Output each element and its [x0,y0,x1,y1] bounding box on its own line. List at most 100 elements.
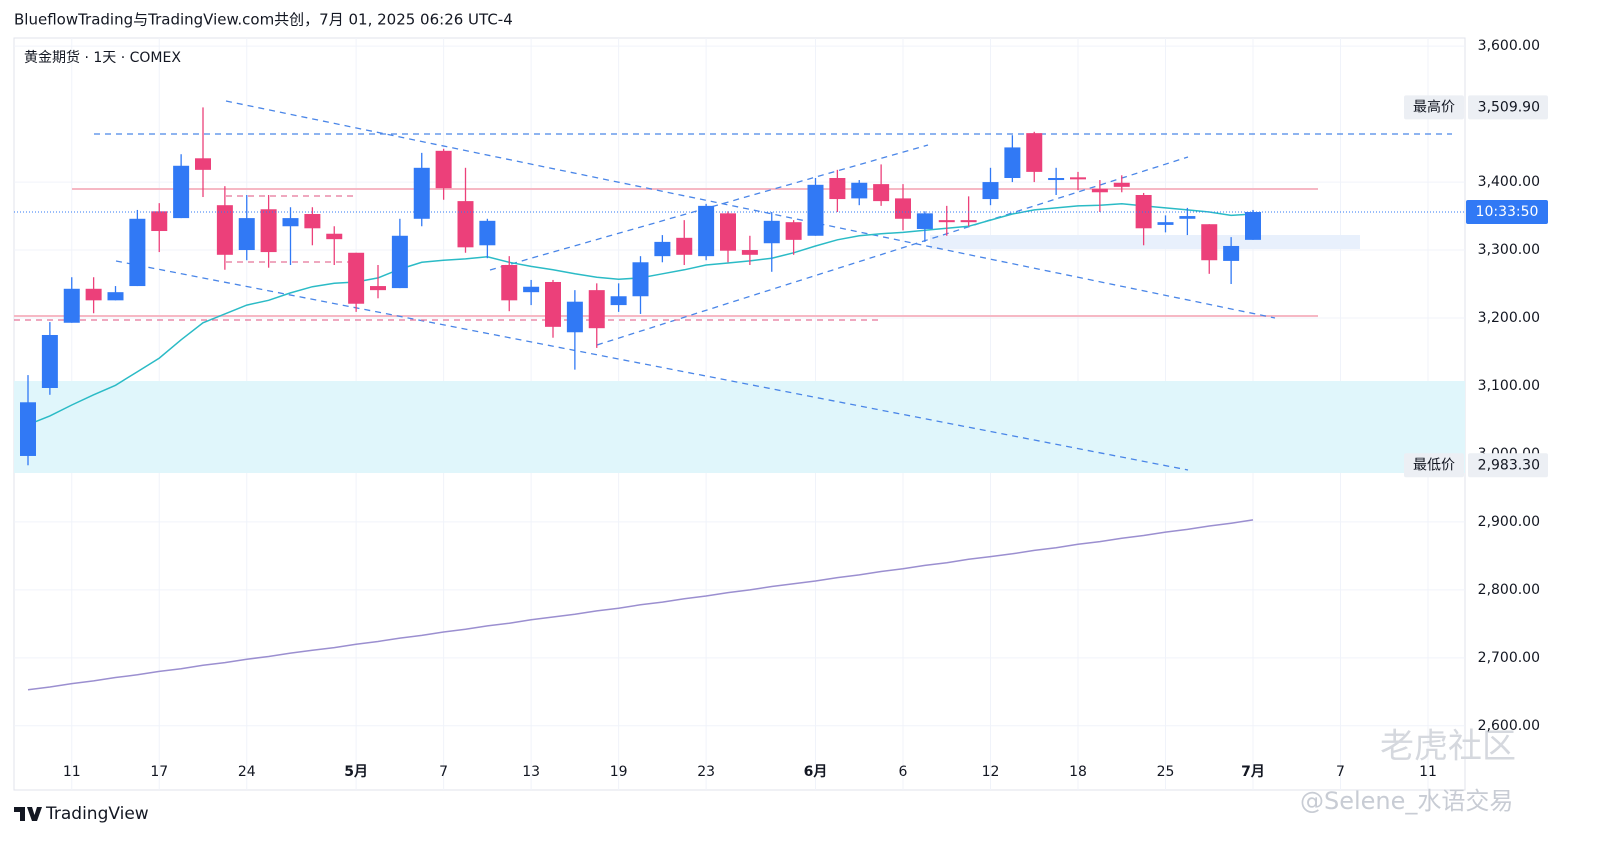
candle-body [1070,177,1086,180]
candle-body [1201,224,1218,261]
candle-body [391,235,408,289]
x-tick-label: 6月 [804,764,828,780]
y-tick-label: 3,200.00 [1478,310,1540,326]
x-tick-label: 17 [150,764,168,780]
logo-icon [14,807,42,821]
candle-body [1048,178,1065,181]
candle-body [20,402,36,456]
candle-body [129,218,146,287]
candle-body [326,233,343,240]
marker-value-bg [1468,95,1548,120]
logo-text: TradingView [45,804,149,824]
candle-body [260,209,277,253]
header-title: BlueflowTrading与TradingView.com共创，7月 01,… [14,11,513,29]
candle-body [720,213,736,251]
candle-body [1091,188,1108,193]
candle-body [1026,133,1043,172]
candle-body [545,281,561,327]
y-tick-label: 3,400.00 [1478,174,1540,190]
candle-body [63,288,80,323]
candle-body [807,184,824,236]
candle-body [85,288,102,301]
x-tick-label: 7 [1336,764,1345,780]
tradingview-logo: TradingView [14,804,149,824]
candle-body [1223,245,1240,261]
candle-body [895,198,911,219]
x-tick-label: 18 [1069,764,1087,780]
x-tick-label: 5月 [344,764,368,780]
candle-body [654,241,671,257]
x-tick-label: 25 [1157,764,1175,780]
candle-body [173,165,190,219]
marker-value: 2,983.30 [1478,457,1540,473]
x-tick-label: 11 [63,764,81,780]
candle-body [282,218,299,227]
y-tick-label: 2,700.00 [1478,650,1540,666]
candle-body [523,286,540,293]
y-tick-label: 3,300.00 [1478,242,1540,258]
candle-body [41,334,58,389]
x-tick-label: 24 [238,764,256,780]
marker-value: 3,509.90 [1478,99,1540,115]
y-tick-label: 2,600.00 [1478,718,1540,734]
candle-body [873,184,890,202]
trend-line [596,156,1189,346]
author-watermark: @Selene_水语交易 [1300,787,1513,815]
candle-body [348,252,365,304]
countdown: 10:33:50 [1476,204,1539,220]
candle-body [982,182,999,200]
x-tick-label: 6 [899,764,908,780]
marker-label-bg [1404,95,1464,120]
candle-body [151,211,168,232]
candle-body [1245,211,1261,240]
plot [20,107,1261,691]
candle-body [107,292,124,301]
candle-body [435,150,452,189]
candle-body [1113,182,1130,187]
moving-average [27,519,1254,691]
trend-line [489,144,929,271]
candle-body [1135,194,1152,229]
candle-body [501,264,518,301]
candle-body [304,214,321,229]
candle-body [938,220,955,223]
candle-body [632,262,649,297]
y-tick-label: 3,600.00 [1478,38,1540,54]
candle-body [588,290,605,329]
x-tick-label: 23 [697,764,715,780]
x-tick-label: 7 [439,764,448,780]
candle-body [457,201,474,248]
candle-body [829,178,846,200]
candle-body [698,205,715,257]
x-tick-label: 11 [1419,764,1437,780]
trend-lines [94,100,1452,471]
marker-label: 最低价 [1413,457,1455,473]
candle-body [741,250,758,255]
candle-body [785,222,802,240]
candle-body [1157,222,1174,225]
dashed-levels [14,195,880,321]
watermark: 老虎社区 [1380,727,1516,767]
candle-body [676,237,693,255]
zone [14,381,1465,473]
x-tick-label: 7月 [1241,764,1265,780]
y-tick-label: 3,100.00 [1478,378,1540,394]
y-tick-label: 2,900.00 [1478,514,1540,530]
candle-body [1179,216,1196,219]
candle-body [370,286,386,291]
candle-body [916,213,933,229]
marker-value-bg [1468,453,1548,478]
marker-label: 最高价 [1413,98,1455,115]
trend-line [225,100,1276,319]
candle-body [566,301,583,333]
marker-label-bg [1404,453,1464,478]
candle-body [960,220,977,223]
candle-body [1004,147,1021,179]
candle-body [413,167,430,219]
chart-title: 黄金期货 · 1天 · COMEX [24,49,181,66]
candle-body [238,218,255,251]
candle-body [216,205,233,255]
countdown-bg [1466,199,1548,224]
zone [930,235,1360,249]
